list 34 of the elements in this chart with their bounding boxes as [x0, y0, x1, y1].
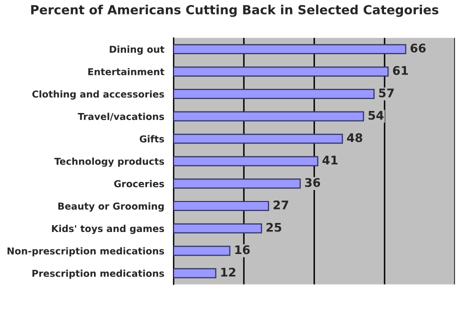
- y-tick-label: Groceries: [114, 180, 164, 188]
- y-tick-label: Dining out: [110, 46, 164, 55]
- y-tick-label: Gifts: [140, 135, 164, 142]
- y-tick-label: Prescription medications: [32, 270, 164, 279]
- y-tick-label: Non-prescription medications: [8, 247, 164, 256]
- data-label: 25: [266, 222, 282, 232]
- bar: [174, 268, 216, 278]
- bar: [174, 44, 406, 54]
- bar: [174, 134, 343, 144]
- bar: [174, 223, 262, 234]
- y-tick-label: Clothing and accessories: [32, 90, 164, 100]
- data-label: 66: [410, 44, 426, 53]
- bar: [174, 111, 364, 122]
- data-label: 36: [305, 178, 320, 187]
- bar: [174, 178, 301, 189]
- data-label: 27: [274, 200, 288, 210]
- y-tick-label: Entertainment: [88, 68, 164, 76]
- data-label: 16: [235, 245, 250, 254]
- data-label: 41: [322, 156, 338, 164]
- bar: [174, 66, 389, 77]
- chart-title: Percent of Americans Cutting Back in Selected Categories: [31, 4, 438, 17]
- data-label: 61: [392, 66, 408, 75]
- data-label: 54: [368, 110, 384, 120]
- bar: [174, 88, 375, 99]
- data-label: 12: [221, 268, 236, 276]
- bar: [174, 246, 230, 256]
- bar: [174, 156, 318, 166]
- y-tick-label: Technology products: [54, 158, 164, 167]
- data-label: 57: [379, 88, 394, 98]
- y-tick-label: Beauty or Grooming: [58, 202, 164, 212]
- bar: [174, 200, 270, 212]
- y-tick-label: Travel/vacations: [78, 112, 164, 121]
- data-label: 48: [347, 133, 362, 142]
- y-tick-label: Kids' toys and games: [52, 224, 164, 234]
